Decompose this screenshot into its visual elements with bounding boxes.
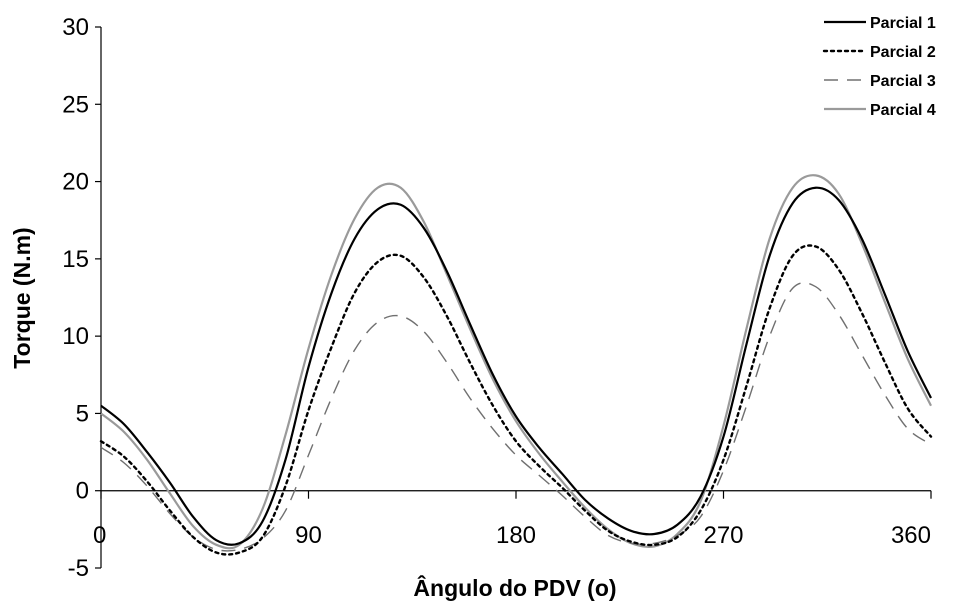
x-tick-label: 90 xyxy=(295,522,322,549)
legend-label: Parcial 2 xyxy=(870,44,936,61)
x-axis-title: Ângulo do PDV (o) xyxy=(413,574,616,601)
legend-label: Parcial 1 xyxy=(870,15,936,32)
legend: Parcial 1 Parcial 2 Parcial 3 Parcial 4 xyxy=(822,15,936,119)
x-tick-label: 360 xyxy=(891,522,931,549)
x-tick-label: 0 xyxy=(93,522,106,549)
y-tick-label: 0 xyxy=(76,478,89,505)
y-tick-label: 15 xyxy=(62,246,89,273)
legend-label: Parcial 3 xyxy=(870,73,936,90)
series-line-parcial-3 xyxy=(100,282,932,552)
y-tick-label: 25 xyxy=(62,91,89,118)
y-tick-label: 20 xyxy=(62,169,89,196)
y-tick-label: 10 xyxy=(62,323,89,350)
y-tick-label: 30 xyxy=(62,14,89,41)
legend-label: Parcial 4 xyxy=(870,102,936,119)
y-tick-label: -5 xyxy=(68,555,89,582)
series-line-parcial-1 xyxy=(100,186,932,546)
series-layer xyxy=(99,174,933,556)
y-tick-label: 5 xyxy=(76,400,89,427)
y-axis-title: Torque (N.m) xyxy=(9,227,35,368)
axes xyxy=(95,26,932,569)
x-tick-label: 180 xyxy=(496,522,536,549)
x-tick-label: 270 xyxy=(703,522,743,549)
series-line-parcial-2 xyxy=(99,244,933,556)
